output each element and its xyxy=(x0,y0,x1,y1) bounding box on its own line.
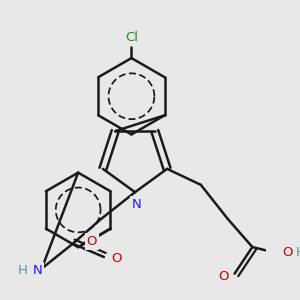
Text: Cl: Cl xyxy=(125,31,138,44)
Text: O: O xyxy=(87,235,97,248)
Text: H: H xyxy=(17,264,27,277)
Text: N: N xyxy=(32,264,42,277)
Text: O: O xyxy=(283,246,293,259)
Text: N: N xyxy=(132,198,142,211)
Text: H: H xyxy=(296,246,300,259)
Text: O: O xyxy=(111,252,122,265)
Text: O: O xyxy=(219,270,229,283)
